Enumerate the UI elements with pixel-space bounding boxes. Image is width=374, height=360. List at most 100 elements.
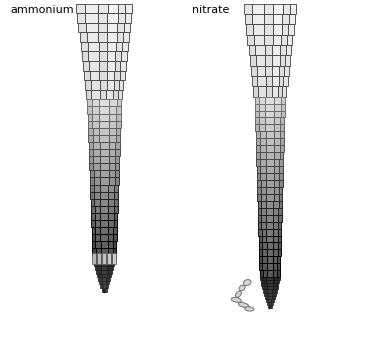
Polygon shape <box>102 274 107 277</box>
Polygon shape <box>82 51 88 61</box>
Polygon shape <box>91 220 95 227</box>
Polygon shape <box>99 121 109 128</box>
Polygon shape <box>261 283 267 287</box>
Polygon shape <box>99 99 109 107</box>
Polygon shape <box>116 128 120 135</box>
Polygon shape <box>265 45 272 55</box>
Polygon shape <box>245 14 252 24</box>
Polygon shape <box>108 259 115 263</box>
Polygon shape <box>108 234 113 242</box>
Polygon shape <box>289 4 296 14</box>
Polygon shape <box>98 23 107 32</box>
Polygon shape <box>259 111 265 117</box>
Polygon shape <box>244 4 252 14</box>
Polygon shape <box>280 45 286 55</box>
Polygon shape <box>272 76 279 86</box>
Polygon shape <box>117 99 121 107</box>
Polygon shape <box>280 125 284 131</box>
Polygon shape <box>272 45 280 55</box>
Polygon shape <box>88 135 93 142</box>
Polygon shape <box>107 51 116 61</box>
Polygon shape <box>112 253 116 264</box>
Polygon shape <box>109 113 116 121</box>
Polygon shape <box>261 194 266 201</box>
Polygon shape <box>266 138 274 145</box>
Polygon shape <box>268 305 269 308</box>
Polygon shape <box>260 270 263 277</box>
Polygon shape <box>108 242 113 248</box>
Polygon shape <box>109 135 116 142</box>
Polygon shape <box>109 142 116 149</box>
Polygon shape <box>101 270 107 274</box>
Polygon shape <box>94 177 100 185</box>
Polygon shape <box>272 66 279 76</box>
Polygon shape <box>262 229 266 235</box>
Polygon shape <box>92 90 100 99</box>
Polygon shape <box>108 192 114 199</box>
Polygon shape <box>266 229 273 235</box>
Ellipse shape <box>243 280 251 285</box>
Polygon shape <box>269 302 271 305</box>
Polygon shape <box>99 113 109 121</box>
Polygon shape <box>255 111 259 117</box>
Polygon shape <box>272 292 276 296</box>
Polygon shape <box>278 243 281 249</box>
Polygon shape <box>275 96 281 104</box>
Polygon shape <box>125 13 131 23</box>
Polygon shape <box>269 306 270 310</box>
Polygon shape <box>109 107 116 113</box>
Polygon shape <box>94 170 100 177</box>
Polygon shape <box>278 222 281 229</box>
Polygon shape <box>273 222 278 229</box>
Polygon shape <box>281 35 287 45</box>
Polygon shape <box>108 170 115 177</box>
Polygon shape <box>268 299 271 302</box>
Polygon shape <box>105 284 108 288</box>
Polygon shape <box>267 243 273 249</box>
Polygon shape <box>273 35 281 45</box>
Polygon shape <box>95 234 101 242</box>
Polygon shape <box>92 256 100 259</box>
Polygon shape <box>92 113 99 121</box>
Polygon shape <box>260 159 266 166</box>
Polygon shape <box>90 192 94 199</box>
Polygon shape <box>270 305 272 308</box>
Polygon shape <box>274 152 280 159</box>
Polygon shape <box>278 249 280 256</box>
Polygon shape <box>84 71 90 80</box>
Polygon shape <box>273 215 278 222</box>
Polygon shape <box>273 24 282 35</box>
Polygon shape <box>273 4 283 14</box>
Polygon shape <box>258 208 261 215</box>
Polygon shape <box>261 280 267 283</box>
Polygon shape <box>99 281 102 284</box>
Polygon shape <box>280 104 285 111</box>
Polygon shape <box>95 266 101 270</box>
Polygon shape <box>94 263 101 266</box>
Polygon shape <box>98 277 102 281</box>
Polygon shape <box>92 234 95 242</box>
Polygon shape <box>265 104 274 111</box>
Polygon shape <box>89 149 93 156</box>
Polygon shape <box>258 229 262 235</box>
Ellipse shape <box>239 285 245 291</box>
Polygon shape <box>107 23 117 32</box>
Polygon shape <box>90 71 99 80</box>
Polygon shape <box>282 86 286 96</box>
Polygon shape <box>260 145 266 152</box>
Polygon shape <box>264 296 268 299</box>
Polygon shape <box>284 66 289 76</box>
Polygon shape <box>117 32 123 42</box>
Polygon shape <box>92 242 95 248</box>
Polygon shape <box>279 201 282 208</box>
Polygon shape <box>259 104 265 111</box>
Polygon shape <box>274 111 280 117</box>
Polygon shape <box>87 32 98 42</box>
Polygon shape <box>250 55 256 66</box>
Polygon shape <box>92 253 96 264</box>
Polygon shape <box>263 289 267 292</box>
Polygon shape <box>102 277 107 281</box>
Polygon shape <box>100 259 108 263</box>
Polygon shape <box>273 277 280 280</box>
Polygon shape <box>96 248 101 256</box>
